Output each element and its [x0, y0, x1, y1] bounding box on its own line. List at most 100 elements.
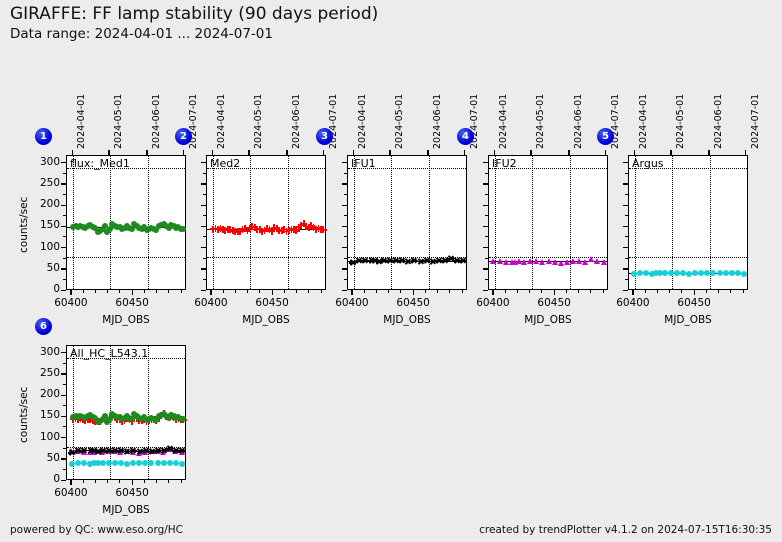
data-point	[722, 270, 729, 277]
date-tick-mark	[389, 150, 391, 155]
panel-label-5: Argus	[632, 157, 664, 170]
data-point	[172, 460, 179, 467]
data-point	[99, 460, 106, 467]
data-point	[106, 226, 113, 233]
gridline-vertical	[73, 156, 75, 289]
y-tick-minor	[203, 236, 206, 238]
y-tick-minor	[485, 257, 488, 259]
x-tick-minor	[82, 480, 84, 483]
panel-plot-4[interactable]	[488, 155, 608, 290]
data-point	[117, 460, 124, 467]
y-tick-minor	[485, 247, 488, 249]
x-tick-minor	[644, 290, 646, 293]
x-tick-minor	[565, 290, 567, 293]
gridline-horizontal	[67, 257, 185, 259]
x-tick-minor	[424, 290, 426, 293]
data-point	[99, 416, 106, 423]
data-point	[90, 460, 97, 467]
y-tick-minor	[63, 225, 66, 227]
data-point	[99, 226, 106, 233]
data-point	[410, 257, 418, 264]
data-point	[600, 258, 607, 265]
date-tick-mark	[108, 150, 110, 155]
data-point	[154, 447, 162, 454]
data-point	[226, 225, 234, 233]
gridline-vertical	[709, 156, 711, 289]
gridline-vertical	[671, 156, 673, 289]
data-point	[101, 413, 108, 420]
panel-plot-6[interactable]	[66, 345, 187, 480]
data-point	[453, 257, 461, 264]
x-tick-minor	[180, 480, 182, 483]
data-point	[533, 257, 540, 264]
y-tick-minor	[203, 172, 206, 174]
data-point	[349, 259, 357, 266]
data-point	[221, 226, 229, 234]
panel-badge-1: 1	[35, 128, 52, 145]
data-point	[512, 258, 519, 265]
data-point	[496, 257, 503, 264]
x-tick-minor	[516, 290, 518, 293]
y-tick-minor	[485, 204, 488, 206]
panel-label-2: Med2	[210, 157, 241, 170]
gridline-horizontal	[348, 167, 466, 169]
data-point	[582, 258, 589, 265]
x-tick-minor	[363, 290, 365, 293]
panel-plot-2[interactable]	[206, 155, 327, 290]
data-point	[68, 449, 76, 456]
data-point	[165, 224, 172, 231]
data-point	[305, 224, 313, 232]
x-tick-minor	[143, 480, 145, 483]
x-tick-minor	[351, 290, 353, 293]
y-tick-minor	[625, 225, 628, 227]
y-tick-minor	[344, 183, 347, 185]
date-tick-mark	[146, 150, 148, 155]
data-point	[236, 228, 244, 236]
panel-plot-5[interactable]	[628, 155, 748, 290]
data-point	[117, 447, 125, 454]
data-point	[295, 223, 303, 231]
gridline-horizontal	[348, 257, 466, 259]
data-point	[216, 224, 224, 232]
data-point	[165, 414, 172, 421]
gridline-vertical	[184, 346, 186, 479]
y-tick-minor	[203, 204, 206, 206]
y-tick-minor	[63, 257, 66, 259]
y-tick-label: 250	[39, 366, 60, 379]
data-point	[643, 270, 650, 277]
date-tick-mark	[323, 150, 325, 155]
data-point	[142, 460, 149, 467]
data-point	[261, 226, 269, 234]
gridline-vertical	[495, 156, 497, 289]
x-tick-minor	[590, 290, 592, 293]
data-point	[81, 460, 88, 467]
panel-plot-1[interactable]	[66, 155, 187, 290]
data-point	[160, 447, 168, 454]
panel-plot-3[interactable]	[347, 155, 467, 290]
y-tick-label: 300	[39, 345, 60, 358]
y-tick-minor	[203, 183, 206, 185]
y-tick-minor	[625, 215, 628, 217]
date-tick-mark	[633, 150, 635, 155]
y-tick-minor	[344, 204, 347, 206]
x-tick-minor	[553, 290, 555, 293]
y-tick-minor	[625, 172, 628, 174]
y-tick-minor	[625, 236, 628, 238]
date-tick-mark	[568, 150, 570, 155]
x-tick-label: 60400	[335, 297, 369, 309]
x-tick-minor	[156, 480, 158, 483]
y-tick-minor	[485, 268, 488, 270]
data-point	[521, 258, 527, 265]
data-point	[734, 270, 741, 277]
y-tick-minor	[625, 183, 628, 185]
x-tick-label: 60400	[194, 297, 228, 309]
y-tick-minor	[344, 257, 347, 259]
date-tick-mark	[286, 150, 288, 155]
x-tick-minor	[656, 290, 658, 293]
data-point	[128, 226, 135, 233]
data-point	[386, 257, 394, 264]
x-tick-minor	[504, 290, 506, 293]
gridline-vertical	[147, 346, 149, 479]
date-tick-mark	[248, 150, 250, 155]
date-tick-label: 2024-04-01	[498, 93, 510, 149]
